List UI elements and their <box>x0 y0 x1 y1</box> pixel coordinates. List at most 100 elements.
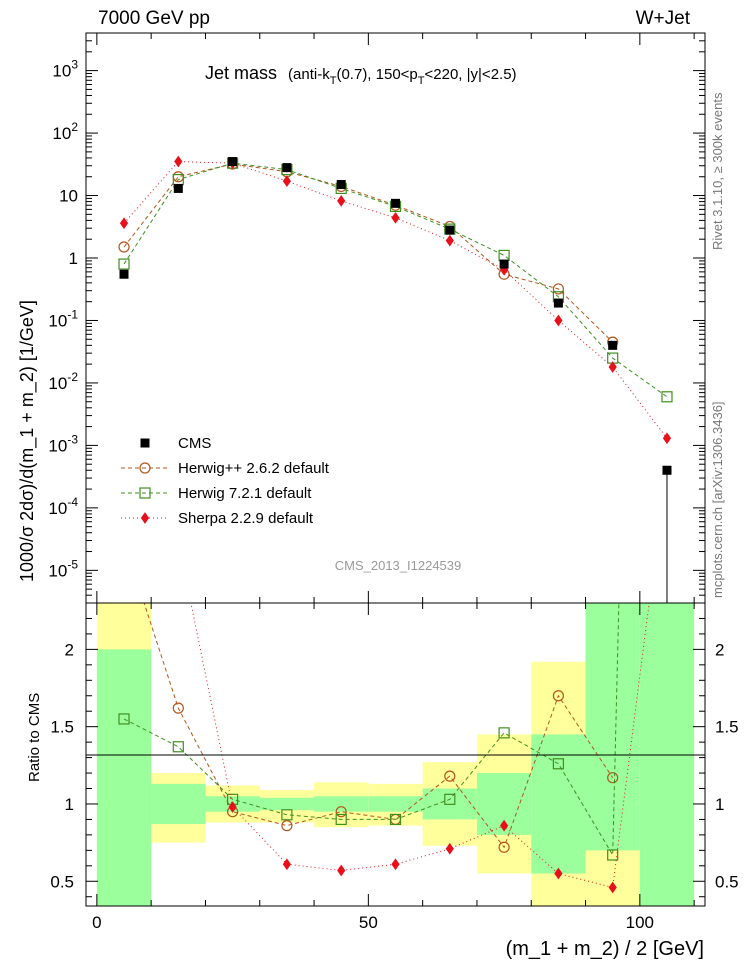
rivet-version-label: Rivet 3.1.10, ≥ 300k events <box>710 92 725 250</box>
ratio-series-point <box>554 867 563 880</box>
top-series-group <box>118 155 673 603</box>
plot-title: Jet mass (anti-kT(0.7), 150<pT<220, |y|<… <box>205 63 517 87</box>
legend-marker <box>139 487 151 499</box>
top-series-point <box>118 258 130 270</box>
cms-data-point <box>336 180 346 190</box>
x-tick-label: 0 <box>92 913 101 932</box>
ratio-band-stat <box>259 797 315 811</box>
cms-data-point <box>662 465 672 475</box>
ratio-series-line <box>143 603 614 849</box>
ratio-series-point <box>391 858 400 871</box>
y-tick-label-ratio: 0.5 <box>50 872 74 891</box>
top-series-point <box>661 391 673 403</box>
legend-item: Herwig 7.2.1 default <box>121 485 312 502</box>
ratio-series-point <box>172 741 184 753</box>
y-tick-label-ratio: 1 <box>65 795 74 814</box>
mcplots-reference-label: mcplots.cern.ch [arXiv:1306.3436] <box>710 401 725 598</box>
top-series-point <box>118 241 130 253</box>
y-tick-label-top: 10-2 <box>48 370 78 393</box>
ratio-series-point <box>282 858 292 871</box>
ratio-series-point <box>552 690 564 702</box>
ratio-series-point <box>444 770 456 782</box>
ratio-series-point <box>552 758 564 770</box>
top-series-point <box>282 175 292 188</box>
ratio-series-point <box>499 819 509 832</box>
legend-label: Sherpa 2.2.9 default <box>178 510 314 527</box>
top-series-line <box>123 163 614 343</box>
ratio-series-point <box>607 849 619 861</box>
ratio-band-stat <box>151 783 206 825</box>
ratio-series-point <box>337 864 346 877</box>
y-tick-label-top: 102 <box>52 120 78 143</box>
y-axis-label-ratio: Ratio to CMS <box>26 693 43 782</box>
ratio-band-stat <box>96 649 152 906</box>
legend: CMS Herwig++ 2.6.2 default Herwig 7.2.1 de… <box>121 435 330 527</box>
y-tick-label-ratio-right: 1 <box>715 795 724 814</box>
ratio-series-point <box>498 841 510 853</box>
y-tick-label-ratio-right: 2 <box>715 640 724 659</box>
y-tick-label-top: 10-1 <box>48 307 78 330</box>
ratio-series-point <box>281 820 293 832</box>
cms-data-point <box>173 183 183 193</box>
ratio-band-stat <box>314 796 369 812</box>
top-series-point <box>608 361 617 373</box>
ratio-series-point <box>389 813 402 826</box>
ratio-series-point <box>498 727 510 739</box>
ratio-series-point <box>335 806 347 818</box>
legend-label: Herwig++ 2.6.2 default <box>178 460 330 477</box>
legend-marker <box>139 462 151 474</box>
ratio-uncertainty-bands <box>96 603 695 906</box>
y-axis-label-top: 1000/σ 2dσ)/d(m_1 + m_2) [1/GeV] <box>17 300 38 582</box>
top-series-point <box>554 314 563 327</box>
header-energy-label: 7000 GeV pp <box>98 8 210 29</box>
ratio-band-stat <box>368 796 423 812</box>
cms-data-point <box>391 198 400 208</box>
cms-data-point <box>553 298 563 308</box>
ratio-series-point <box>445 842 454 855</box>
cms-data-point <box>608 340 618 350</box>
plot-title-sub: (anti-k <box>288 66 330 83</box>
ratio-series-point <box>281 809 293 821</box>
top-series-point <box>391 211 400 224</box>
top-series-point <box>552 283 564 295</box>
x-tick-label: 100 <box>626 913 654 932</box>
cms-data-point <box>499 259 509 269</box>
y-tick-label-ratio: 2 <box>65 640 74 659</box>
ratio-series-point <box>444 793 456 805</box>
legend-item: CMS <box>140 435 211 452</box>
legend-marker <box>140 438 150 448</box>
y-tick-label-ratio-right: 0.5 <box>715 872 739 891</box>
ratio-band-stat <box>531 734 586 874</box>
ratio-series-point <box>335 813 347 826</box>
legend-item: Herwig++ 2.6.2 default <box>121 460 330 477</box>
top-series-point <box>337 195 346 207</box>
top-series-point <box>498 249 510 262</box>
plot-title-sub-p: T <box>418 75 425 87</box>
legend-label: CMS <box>178 435 211 452</box>
cms-data-point <box>282 163 292 173</box>
ratio-series-point <box>172 702 184 714</box>
y-tick-label-top: 10-3 <box>48 432 78 455</box>
top-series-line <box>123 162 668 398</box>
cms-data-point <box>228 157 238 167</box>
legend-item: Sherpa 2.2.9 default <box>121 510 314 527</box>
ratio-series-point <box>228 801 237 813</box>
plot-title-sub-k: T <box>330 75 337 87</box>
y-tick-label-ratio-right: 1.5 <box>715 718 739 737</box>
cms-data-point <box>119 269 129 279</box>
y-tick-label-ratio: 1.5 <box>50 718 74 737</box>
top-series-point <box>662 432 672 445</box>
axes-ticks: 10-5 10-4 10-3 10-2 10-1 1 10 102 103 0.5 0.5 1 1 1.5… <box>48 32 739 932</box>
ratio-band-stat <box>585 603 640 851</box>
ratio-series-point <box>607 772 619 784</box>
plot-title-sub-mid: (0.7), 150<p <box>336 66 417 83</box>
y-tick-label-top: 10-4 <box>48 495 78 518</box>
header-process-label: W+Jet <box>636 8 691 29</box>
y-tick-label-top: 1 <box>69 249 78 268</box>
plot-title-sub-end: <220, |y|<2.5) <box>425 66 517 83</box>
ratio-series-line <box>123 603 620 857</box>
top-series-point <box>119 217 129 230</box>
cms-data-point <box>445 225 455 235</box>
ratio-series-group <box>118 603 650 894</box>
